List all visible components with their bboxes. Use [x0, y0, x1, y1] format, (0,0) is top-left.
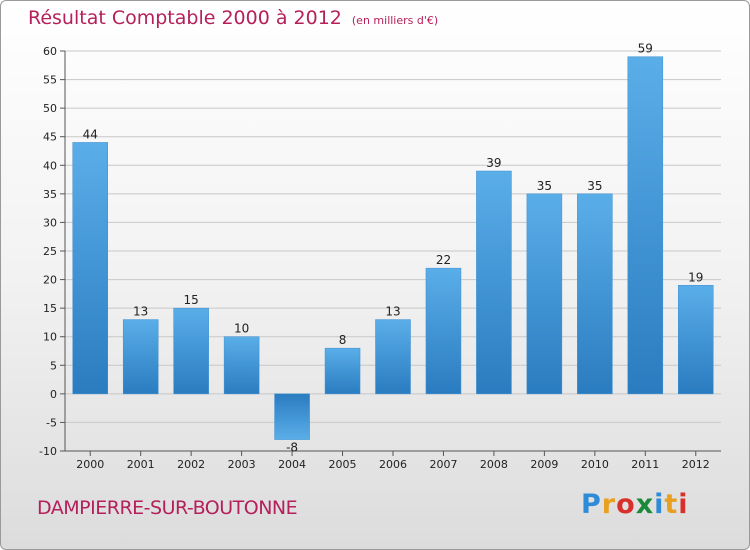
- data-label-2011: 59: [638, 42, 653, 56]
- x-tick-label-2009: 2009: [530, 458, 558, 471]
- brand-letter: t: [664, 489, 679, 520]
- y-tick-label: 60: [43, 45, 57, 58]
- y-tick-label: 50: [43, 102, 57, 115]
- brand-letter: o: [616, 489, 636, 520]
- data-label-2006: 13: [385, 305, 400, 319]
- bar-2012: [678, 285, 714, 395]
- data-label-2000: 44: [83, 127, 98, 141]
- data-label-2004: -8: [286, 441, 298, 455]
- y-tick-label: -5: [46, 416, 57, 429]
- y-tick-label: 45: [43, 131, 57, 144]
- bar-2006: [375, 319, 411, 395]
- x-tick-label-2003: 2003: [228, 458, 256, 471]
- bar-2007: [425, 267, 462, 395]
- x-tick-label-2000: 2000: [76, 458, 104, 471]
- brand-letter: i: [654, 489, 665, 520]
- x-tick-label-2002: 2002: [177, 458, 205, 471]
- bar-2000: [72, 142, 108, 395]
- data-label-2002: 15: [184, 293, 199, 307]
- data-label-2003: 10: [234, 322, 249, 336]
- bar-2005: [324, 347, 361, 395]
- brand-letter: r: [601, 489, 617, 520]
- data-label-2007: 22: [436, 253, 451, 267]
- y-tick-label: 55: [43, 74, 57, 87]
- y-tick-label: 25: [43, 245, 57, 258]
- bar-2001: [122, 319, 159, 395]
- y-tick-label: 15: [43, 302, 57, 315]
- bar-2010: [577, 193, 613, 395]
- axis-layer: -10 -5 0 5 10 15 20 25 30 35 40 45 50 55 60 2000 2001 200…: [39, 45, 721, 471]
- chart-subtitle: (en milliers d'€): [351, 14, 439, 27]
- brand-letter: P: [581, 489, 602, 520]
- chart-title: Résultat Comptable 2000 à 2012: [28, 7, 342, 29]
- x-tick-label-2008: 2008: [480, 458, 508, 471]
- brand-logo: Proxiti: [581, 489, 689, 520]
- data-label-2001: 13: [133, 305, 148, 319]
- brand-letter: x: [635, 489, 655, 520]
- bar-2009: [526, 193, 563, 395]
- y-tick-label: 35: [43, 188, 57, 201]
- brand-letter: i: [678, 489, 689, 520]
- data-label-2009: 35: [537, 179, 552, 193]
- title-block: Résultat Comptable 2000 à 2012 (en millie…: [28, 7, 438, 29]
- x-tick-label-2012: 2012: [682, 458, 710, 471]
- data-label-2005: 8: [339, 333, 347, 347]
- bar-2008: [476, 170, 512, 395]
- y-tick-label: 0: [50, 388, 57, 401]
- data-label-2008: 39: [486, 156, 501, 170]
- x-tick-label-2001: 2001: [127, 458, 155, 471]
- x-tick-label-2011: 2011: [631, 458, 659, 471]
- bar-layer: [72, 56, 714, 440]
- data-label-2010: 35: [587, 179, 602, 193]
- x-tick-label-2005: 2005: [329, 458, 357, 471]
- x-tick-label-2004: 2004: [278, 458, 306, 471]
- y-tick-label: 40: [43, 159, 57, 172]
- label-layer: 44 13 15 10 -8 8 13 22 39 35 35 59 19: [83, 42, 704, 455]
- y-tick-label: -10: [39, 445, 57, 458]
- bar-2003: [223, 336, 260, 395]
- y-tick-label: 20: [43, 274, 57, 287]
- bar-2002: [173, 307, 209, 395]
- x-tick-label-2007: 2007: [429, 458, 457, 471]
- x-tick-label-2006: 2006: [379, 458, 407, 471]
- bar-2011: [627, 56, 664, 395]
- y-tick-label: 10: [43, 331, 57, 344]
- bar-2004: [274, 393, 310, 440]
- y-tick-label: 5: [50, 359, 57, 372]
- town-name: DAMPIERRE-SUR-BOUTONNE: [37, 497, 298, 519]
- y-tick-label: 30: [43, 216, 57, 229]
- x-tick-label-2010: 2010: [581, 458, 609, 471]
- data-label-2012: 19: [688, 270, 703, 284]
